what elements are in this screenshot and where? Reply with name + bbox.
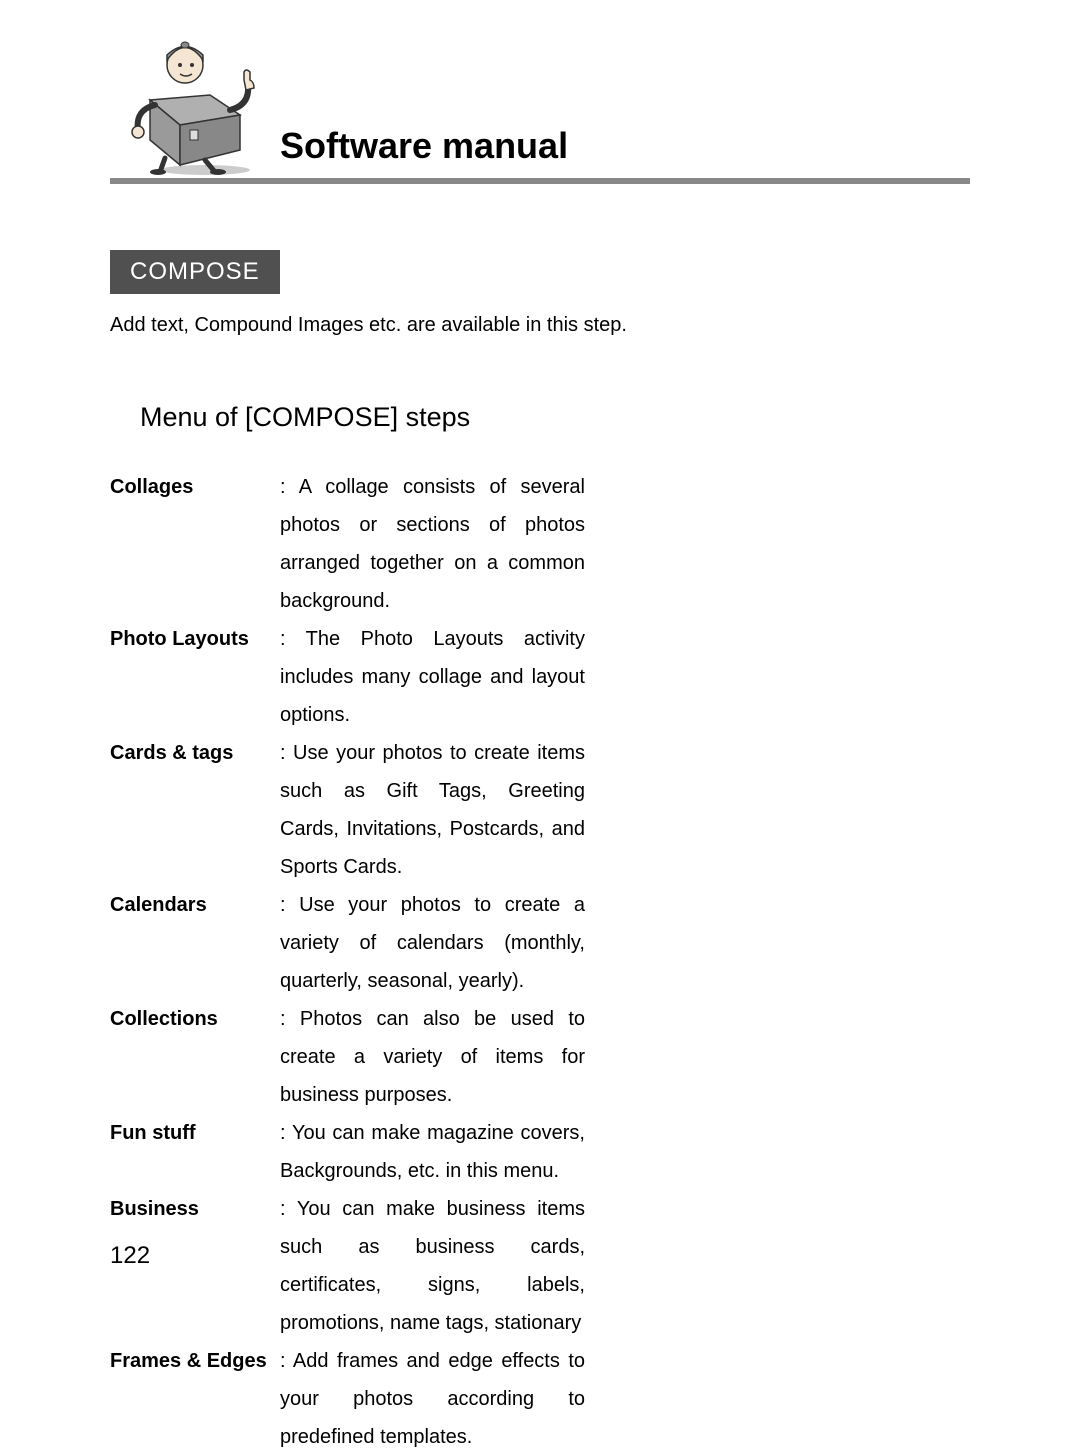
def-row: Fun stuff You can make magazine covers, … — [110, 1114, 970, 1190]
def-row: Photo Layouts The Photo Layouts activity… — [110, 620, 970, 734]
page-number: 122 — [110, 1242, 150, 1270]
def-desc: The Photo Layouts activity includes many… — [280, 620, 585, 734]
def-term: Cards & tags — [110, 734, 280, 772]
page-header: Software manual — [110, 30, 970, 180]
def-term: Frames & Edges — [110, 1342, 280, 1380]
def-term: Fun stuff — [110, 1114, 280, 1152]
def-term: Business — [110, 1190, 280, 1228]
def-row: Collages A collage consists of several p… — [110, 468, 970, 620]
section-intro: Add text, Compound Images etc. are avail… — [110, 314, 970, 337]
def-desc: Use your photos to create items such as … — [280, 734, 585, 886]
page-title: Software manual — [280, 125, 568, 167]
section-tag-compose: COMPOSE — [110, 250, 280, 294]
def-desc: You can make business items such as busi… — [280, 1190, 585, 1342]
def-term: Photo Layouts — [110, 620, 280, 658]
def-row: Cards & tags Use your photos to create i… — [110, 734, 970, 886]
mascot-illustration — [110, 30, 260, 175]
def-row: Business You can make business items suc… — [110, 1190, 970, 1342]
def-desc: You can make magazine covers, Background… — [280, 1114, 585, 1190]
def-desc: Photos can also be used to create a vari… — [280, 1000, 585, 1114]
def-row: Frames & Edges Add frames and edge effec… — [110, 1342, 970, 1456]
def-row: Collections Photos can also be used to c… — [110, 1000, 970, 1114]
def-row: Calendars Use your photos to create a va… — [110, 886, 970, 1000]
definition-list: Collages A collage consists of several p… — [110, 468, 970, 1456]
header-rule — [110, 178, 970, 184]
def-desc: Add frames and edge effects to your phot… — [280, 1342, 585, 1456]
def-desc: Use your photos to create a variety of c… — [280, 886, 585, 1000]
def-desc: A collage consists of several photos or … — [280, 468, 585, 620]
def-term: Collections — [110, 1000, 280, 1038]
subsection-title: Menu of [COMPOSE] steps — [140, 402, 970, 433]
def-term: Collages — [110, 468, 280, 506]
def-term: Calendars — [110, 886, 280, 924]
